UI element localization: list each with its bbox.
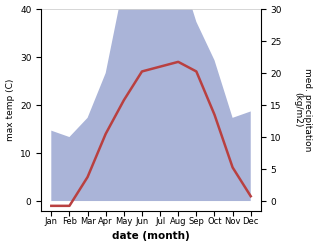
Y-axis label: max temp (C): max temp (C)	[5, 79, 15, 141]
Y-axis label: med. precipitation
(kg/m2): med. precipitation (kg/m2)	[293, 68, 313, 152]
X-axis label: date (month): date (month)	[112, 231, 190, 242]
